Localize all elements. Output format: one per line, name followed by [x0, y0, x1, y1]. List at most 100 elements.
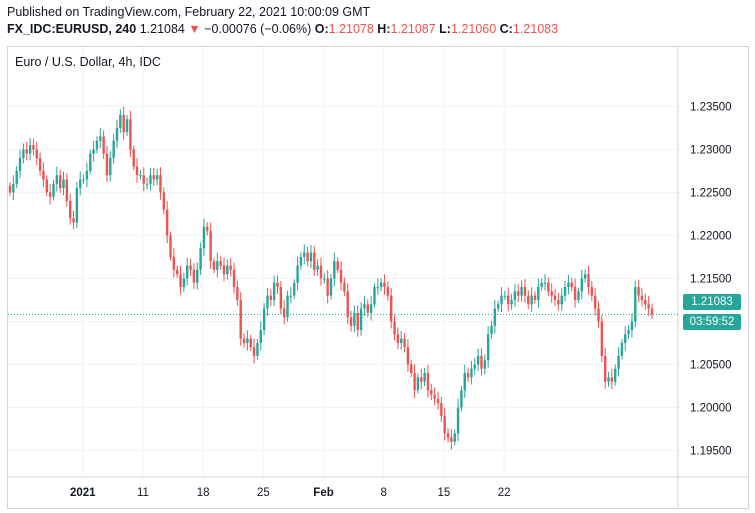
candle-body [413, 373, 416, 391]
candle-body [620, 342, 624, 356]
candle-body [22, 149, 25, 159]
y-tick-label: 1.20000 [690, 402, 732, 414]
chart-frame[interactable] [7, 46, 749, 509]
candle-body [303, 252, 306, 257]
x-tick-label: 11 [137, 487, 149, 499]
candle-body [222, 265, 226, 275]
candle-body [175, 269, 179, 275]
candle-body [423, 373, 426, 382]
candle-body [563, 287, 567, 296]
candle-body [573, 287, 577, 300]
candle-body [333, 261, 336, 279]
candle-body [627, 330, 630, 335]
price-change: −0.00076 (−0.06%) [204, 22, 312, 36]
candle-body [282, 308, 286, 318]
candle-body [209, 231, 212, 262]
candle-body [293, 282, 296, 296]
y-tick-label: 1.23000 [690, 144, 732, 156]
candle-body [172, 256, 176, 270]
candle-body [540, 282, 543, 288]
candle-body [523, 287, 527, 296]
candle-body [329, 278, 333, 296]
candle-body [35, 149, 38, 159]
candle-body [624, 334, 627, 343]
candle-body [65, 179, 69, 202]
candle-body [359, 308, 363, 331]
candle-body [486, 334, 490, 361]
candle-body [155, 175, 159, 180]
candle-body [396, 334, 400, 343]
candle-body [557, 299, 560, 305]
candle-body [507, 295, 510, 305]
candle-body [179, 274, 182, 288]
chart-header: Published on TradingView.com, February 2… [0, 0, 755, 42]
candle-body [316, 265, 319, 270]
close-value: 1.21083 [512, 22, 559, 36]
x-tick-label: 18 [197, 487, 210, 499]
candle-body [236, 287, 239, 300]
candle-body [82, 179, 85, 181]
candle-body [614, 368, 617, 382]
candle-body [186, 265, 189, 279]
candle-body [142, 175, 145, 184]
candle-body [323, 278, 326, 280]
close-label: C: [499, 22, 513, 36]
candle-body [410, 364, 413, 374]
candle-body [386, 287, 390, 296]
candle-body [369, 304, 373, 313]
candle-body [430, 390, 433, 395]
candle-body [440, 403, 443, 417]
candle-body [159, 175, 162, 193]
candle-body [112, 140, 115, 159]
candle-body [443, 416, 446, 434]
candle-body [8, 185, 12, 193]
candle-body [99, 136, 102, 141]
candle-body [577, 291, 580, 300]
candle-body [309, 252, 313, 262]
candle-body [239, 299, 242, 339]
candle-body [256, 342, 259, 356]
candle-body [537, 287, 540, 300]
bar-countdown-label: 03:59:52 [683, 314, 741, 330]
candle-body [229, 265, 232, 270]
candle-body [379, 282, 383, 288]
candle-body [336, 261, 339, 270]
candle-body [473, 364, 476, 369]
candle-body [600, 321, 604, 356]
candle-body [349, 317, 353, 326]
candle-body [644, 299, 647, 305]
candle-body [32, 145, 35, 150]
candle-body [246, 338, 249, 343]
candle-body [279, 287, 283, 309]
candle-body [289, 295, 293, 297]
x-tick-label: Feb [313, 487, 333, 499]
candle-body [590, 287, 594, 296]
low-value: 1.21060 [450, 22, 497, 36]
candle-body [269, 295, 273, 300]
candle-body [266, 295, 269, 309]
candle-body [617, 355, 620, 369]
candle-body [48, 192, 52, 197]
last-price-label: 1.21083 [683, 294, 741, 310]
candle-body [420, 377, 423, 382]
candle-body [389, 295, 393, 322]
candle-body [165, 209, 169, 236]
high-label: H: [377, 22, 391, 36]
candle-body [426, 373, 430, 391]
candle-body [232, 269, 236, 288]
candle-body [109, 158, 112, 176]
candle-body [79, 179, 82, 189]
candle-body [547, 282, 550, 292]
candle-body [356, 312, 359, 331]
y-tick-label: 1.22000 [690, 230, 732, 242]
candle-body [15, 170, 18, 184]
candle-body [202, 226, 206, 249]
y-tick-label: 1.22500 [690, 187, 732, 199]
symbol-label[interactable]: FX_IDC:EURUSD, 240 [7, 22, 137, 36]
candle-body [206, 226, 209, 232]
down-arrow-icon: ▼ [188, 22, 201, 36]
candle-body [139, 175, 142, 177]
candle-body [12, 183, 15, 193]
candle-body [242, 338, 246, 343]
